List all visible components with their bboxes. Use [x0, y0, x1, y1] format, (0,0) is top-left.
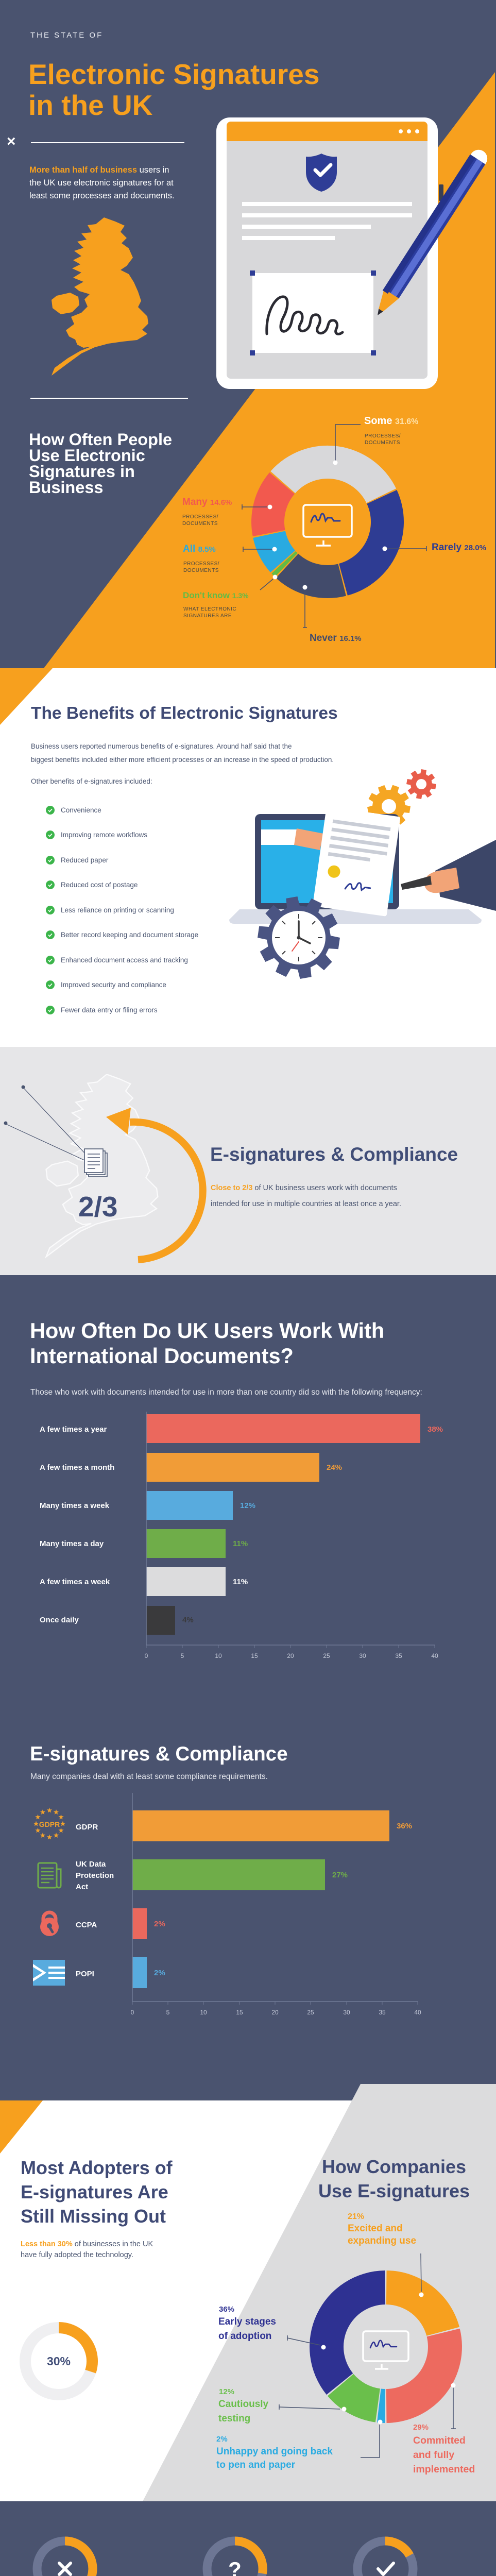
svg-text:20: 20: [287, 1652, 294, 1659]
svg-text:0: 0: [131, 2009, 134, 2016]
svg-text:25: 25: [323, 1652, 330, 1659]
svg-text:10: 10: [200, 2009, 207, 2016]
svg-text:40: 40: [431, 1652, 438, 1659]
svg-text:15: 15: [251, 1652, 258, 1659]
svg-text:20: 20: [271, 2009, 279, 2016]
svg-text:?: ?: [228, 2557, 242, 2576]
svg-text:25: 25: [307, 2009, 314, 2016]
svg-text:0: 0: [145, 1652, 148, 1659]
svg-text:5: 5: [181, 1652, 184, 1659]
svg-text:15: 15: [236, 2009, 243, 2016]
svg-text:GDPR: GDPR: [39, 1820, 60, 1828]
svg-text:30%: 30%: [47, 2354, 71, 2368]
svg-text:5: 5: [166, 2009, 170, 2016]
svg-text:35: 35: [379, 2009, 386, 2016]
svg-text:30: 30: [359, 1652, 366, 1659]
svg-text:40: 40: [414, 2009, 421, 2016]
svg-text:30: 30: [343, 2009, 350, 2016]
svg-text:10: 10: [215, 1652, 222, 1659]
svg-text:35: 35: [395, 1652, 402, 1659]
